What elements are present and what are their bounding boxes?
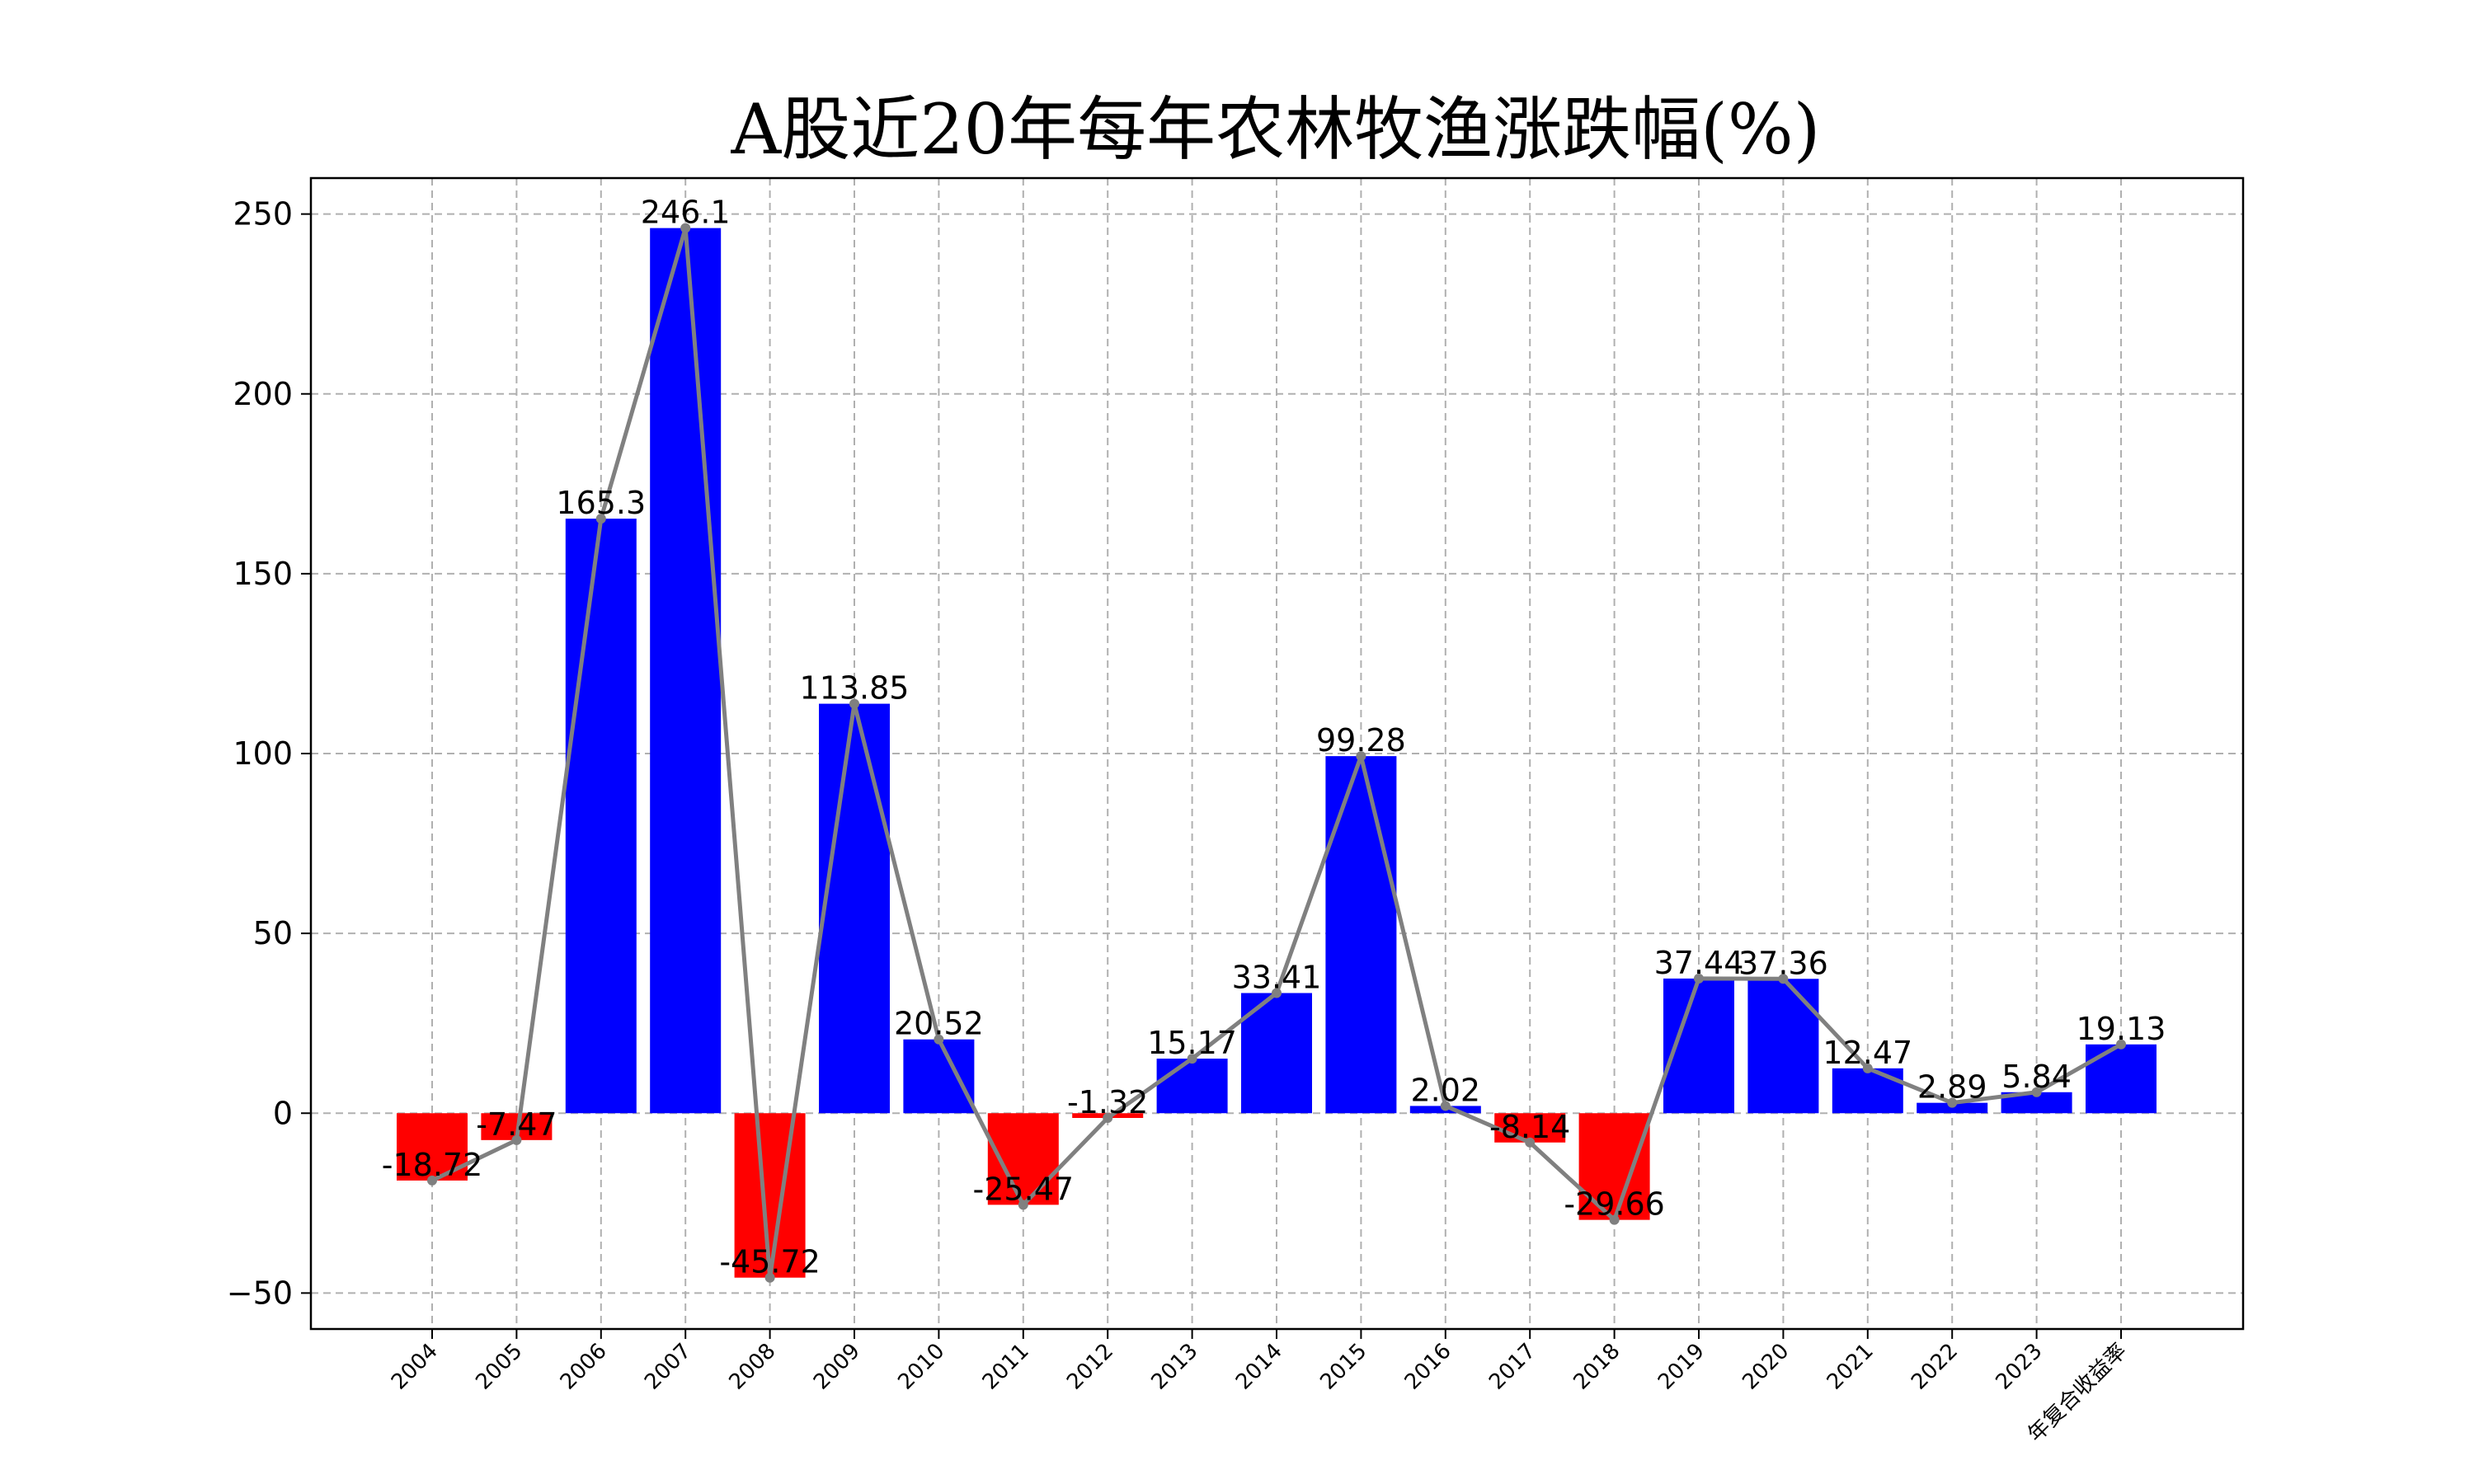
bar-2007 [650, 228, 722, 1114]
line-point [1272, 988, 1282, 998]
line-point [2031, 1087, 2042, 1097]
y-tick-label: 200 [233, 376, 293, 412]
bars [397, 228, 2157, 1278]
line-point [934, 1034, 944, 1045]
data-label: -29.66 [1564, 1186, 1665, 1223]
x-tick-label: 2018 [1569, 1339, 1625, 1395]
bar-2006 [565, 519, 637, 1114]
data-label: 19.13 [2077, 1011, 2166, 1047]
x-tick-label: 2016 [1400, 1339, 1456, 1395]
line-point [511, 1134, 522, 1145]
bar-2010 [903, 1039, 975, 1114]
bar-2020 [1747, 979, 1819, 1114]
x-tick-label: 2019 [1653, 1339, 1710, 1395]
data-label: -18.72 [382, 1147, 483, 1183]
x-axis-ticks: 2004 2005 2006 2007 2008 2009 2010 2011 2012 2013… [387, 1329, 2132, 1447]
y-tick-label: 100 [233, 735, 293, 772]
data-label: 113.85 [800, 670, 910, 707]
line-point [1103, 1113, 1113, 1124]
x-tick-label: 2004 [387, 1339, 443, 1395]
x-tick-label: 2012 [1062, 1339, 1118, 1395]
line-point [1609, 1214, 1620, 1225]
x-tick-label: 2017 [1484, 1339, 1540, 1395]
y-tick-label: 50 [253, 915, 293, 951]
x-tick-label: 2010 [893, 1339, 949, 1395]
data-label: 20.52 [894, 1006, 984, 1042]
line-point [1525, 1137, 1536, 1148]
x-tick-label: 2008 [725, 1339, 781, 1395]
line-point [1018, 1200, 1028, 1210]
x-tick-label: 2011 [978, 1339, 1034, 1395]
line-point [2116, 1039, 2126, 1050]
data-label: -8.14 [1489, 1109, 1570, 1145]
bar-2015 [1325, 756, 1397, 1114]
line-point [680, 223, 691, 233]
bar-2022 [1917, 1102, 1988, 1114]
data-label: 99.28 [1316, 722, 1406, 758]
x-tick-label: 2009 [809, 1339, 865, 1395]
data-label: -1.32 [1067, 1084, 1148, 1120]
line-point [1947, 1097, 1958, 1108]
x-tick-label: 2005 [471, 1339, 527, 1395]
bar-年复合收益率 [2086, 1044, 2157, 1114]
data-label: 37.44 [1654, 945, 1744, 981]
data-labels: -18.72 -7.47 165.3 246.1 -45.72 113.85 20.52 -2… [382, 195, 2166, 1280]
data-label: -45.72 [719, 1244, 821, 1280]
data-label: 15.17 [1147, 1025, 1237, 1061]
line-point [849, 698, 859, 709]
x-tick-label: 2013 [1147, 1339, 1203, 1395]
data-label: 37.36 [1738, 945, 1828, 981]
y-tick-label: 250 [233, 196, 293, 232]
x-tick-label: 2023 [1992, 1339, 2048, 1395]
data-label: -25.47 [973, 1171, 1075, 1207]
x-tick-label: 2014 [1231, 1339, 1287, 1395]
y-tick-label: 0 [273, 1095, 293, 1131]
line-point [764, 1272, 775, 1283]
x-tick-label: 2021 [1823, 1339, 1879, 1395]
x-tick-label: 2006 [556, 1339, 612, 1395]
bar-2021 [1832, 1068, 1903, 1114]
line-point [1694, 973, 1704, 984]
data-label: 2.02 [1410, 1072, 1480, 1108]
data-label: 12.47 [1823, 1035, 1912, 1071]
data-label: -7.47 [476, 1106, 557, 1143]
line-point [427, 1175, 437, 1186]
x-tick-label: 2022 [1907, 1339, 1963, 1395]
y-tick-label: −50 [227, 1275, 293, 1311]
line-point [1778, 974, 1789, 984]
x-tick-label: 2015 [1315, 1339, 1371, 1395]
plot-frame [309, 176, 2245, 1331]
bar-2008 [734, 1113, 806, 1278]
line-point [1440, 1101, 1451, 1111]
line-point [1862, 1063, 1873, 1073]
x-tick-label: 2007 [640, 1339, 696, 1395]
line-point [1356, 751, 1366, 762]
bar-2018 [1578, 1113, 1650, 1220]
bar-2013 [1156, 1059, 1228, 1114]
data-label: 246.1 [641, 195, 731, 231]
line-point [595, 514, 606, 524]
x-tick-label: 2020 [1738, 1339, 1794, 1395]
line-point [1187, 1054, 1197, 1064]
data-label: 5.84 [2001, 1059, 2072, 1095]
bar-2009 [819, 703, 890, 1114]
data-label: 165.3 [556, 485, 646, 521]
y-axis-ticks: 250 200 150 100 50 0 −50 [227, 196, 311, 1311]
data-label: 33.41 [1232, 959, 1322, 995]
y-tick-label: 150 [233, 556, 293, 592]
chart-title: A股近20年每年农林牧渔涨跌幅(%) [731, 89, 1821, 170]
overlay-line [427, 223, 2126, 1283]
data-label: 2.89 [1917, 1069, 1987, 1106]
